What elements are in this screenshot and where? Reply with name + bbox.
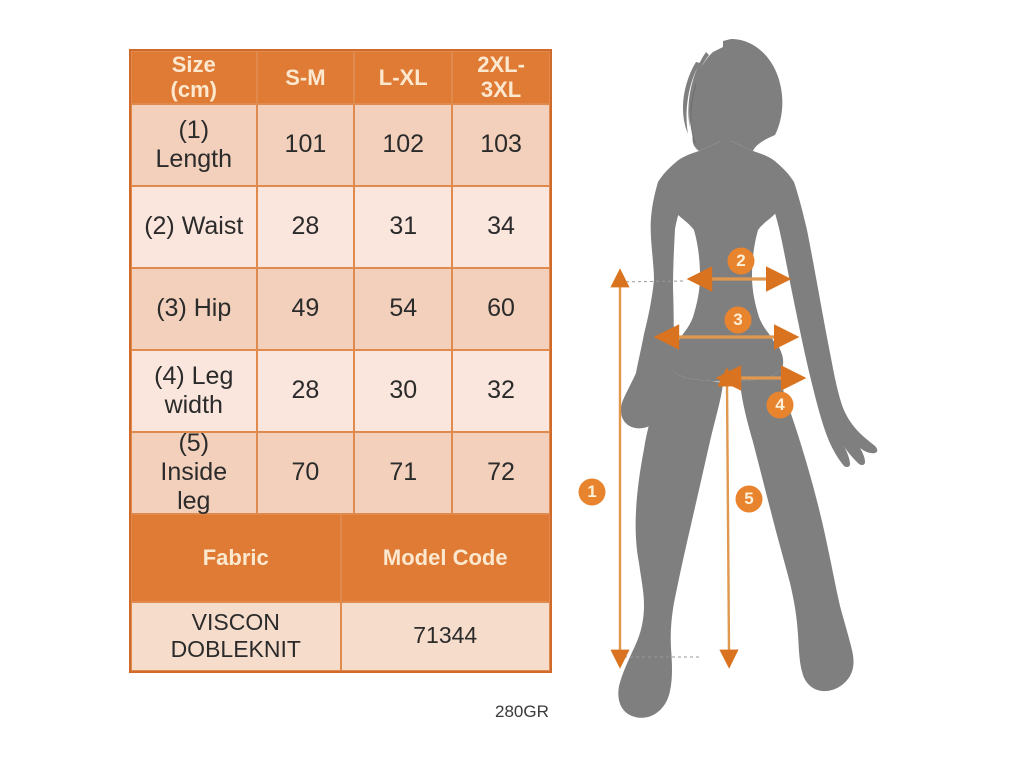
svg-text:3: 3 xyxy=(733,310,742,329)
svg-text:1: 1 xyxy=(587,482,596,501)
svg-text:5: 5 xyxy=(744,489,753,508)
svg-text:2: 2 xyxy=(736,251,745,270)
svg-text:4: 4 xyxy=(775,395,785,414)
